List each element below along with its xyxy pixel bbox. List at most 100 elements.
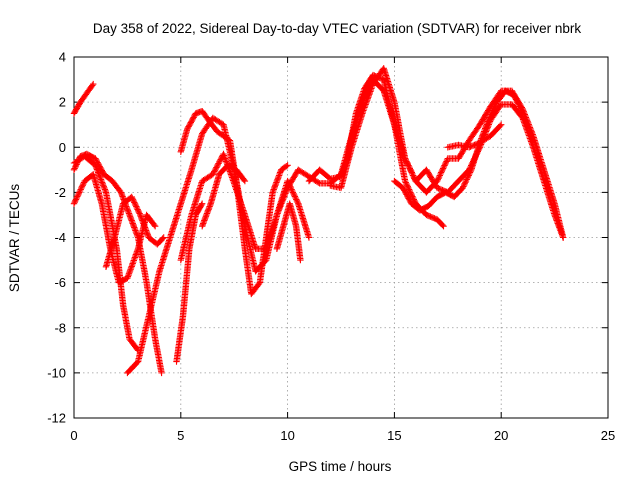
data-point (451, 185, 465, 201)
data-point (83, 82, 96, 97)
data-point (530, 144, 547, 183)
data-point (186, 213, 199, 252)
data-point (124, 359, 141, 377)
data-point (70, 100, 83, 117)
data-point (111, 202, 126, 241)
data-point (119, 302, 133, 341)
data-point (269, 168, 284, 196)
data-point (173, 314, 186, 365)
data-point (231, 180, 248, 217)
series-arc-3 (70, 150, 165, 377)
data-point (224, 162, 239, 173)
data-point (115, 275, 130, 286)
data-point (540, 166, 558, 206)
data-point (263, 190, 276, 241)
data-point (286, 200, 299, 228)
data-point (241, 177, 249, 185)
data-point (77, 91, 90, 106)
data-point (305, 167, 322, 185)
y-tick-label: 0 (59, 140, 66, 155)
grid (74, 57, 608, 418)
data-point (316, 166, 333, 181)
data-point (425, 194, 440, 210)
data-point (559, 234, 567, 241)
data-point (248, 280, 263, 298)
data-point (476, 133, 493, 146)
data-point (502, 87, 516, 98)
data-point (352, 86, 368, 117)
data-point (70, 154, 83, 173)
data-point (487, 122, 504, 140)
data-point (337, 156, 351, 180)
data-point (459, 168, 474, 192)
data-point (433, 156, 451, 185)
data-point (160, 234, 167, 241)
data-point (292, 223, 304, 262)
series-arc-8 (177, 150, 313, 264)
data-point (476, 104, 493, 128)
data-point (361, 73, 376, 92)
series-arc-15 (444, 121, 505, 151)
data-point (391, 98, 408, 161)
data-point (152, 335, 165, 375)
data-point (199, 201, 214, 230)
data-point (177, 213, 195, 264)
data-point (92, 162, 109, 195)
series-arc-11 (273, 200, 304, 264)
data-point (380, 76, 398, 127)
x-tick-label: 20 (494, 428, 508, 443)
x-tick-label: 10 (280, 428, 294, 443)
data-point (143, 211, 158, 229)
data-point (102, 235, 118, 270)
data-point (412, 167, 429, 185)
data-point (205, 117, 220, 134)
data-point (440, 223, 447, 230)
y-tick-label: -12 (47, 411, 66, 426)
data-point (145, 269, 163, 320)
series-arc-9 (173, 200, 206, 365)
data-point (124, 247, 141, 282)
data-point (241, 211, 259, 251)
x-tick-label: 5 (177, 428, 184, 443)
data-point (154, 235, 166, 248)
x-axis-label: GPS time / hours (289, 459, 392, 474)
axis-ticks: 0 5 10 15 20 25 -12 -10 -8 -6 -4 -2 0 2 4 (47, 50, 615, 444)
data-point (220, 132, 232, 143)
data-point (198, 200, 206, 207)
data-point (188, 132, 205, 173)
data-point (551, 211, 566, 240)
data-point (273, 224, 287, 252)
data-point (128, 193, 143, 217)
data-point (134, 314, 152, 365)
data-point (83, 150, 98, 162)
series-arc-5 (102, 193, 167, 270)
data-point (359, 82, 376, 117)
data-point (241, 245, 255, 296)
series-arc-1 (70, 80, 97, 117)
data-point (337, 145, 355, 192)
data-point (399, 184, 414, 206)
data-point (156, 235, 173, 275)
data-point (519, 110, 526, 117)
x-tick-label: 0 (70, 428, 77, 443)
data-point (90, 171, 105, 206)
series-arc-4 (70, 171, 159, 286)
data-point (348, 111, 366, 151)
y-tick-label: -8 (54, 320, 66, 335)
data-point (391, 121, 408, 183)
chart-title: Day 358 of 2022, Sidereal Day-to-day VTE… (93, 21, 581, 36)
data-point (510, 92, 526, 116)
data-point (166, 201, 184, 241)
series-arc-14 (391, 87, 526, 214)
data-point (401, 177, 419, 206)
y-tick-label: -6 (54, 275, 66, 290)
data-point (297, 256, 304, 264)
data-point (179, 247, 193, 320)
data-point (98, 200, 114, 251)
data-point (380, 65, 398, 104)
data-point (92, 155, 107, 177)
data-point (137, 211, 152, 240)
data-point (508, 101, 525, 120)
data-point (519, 114, 536, 149)
